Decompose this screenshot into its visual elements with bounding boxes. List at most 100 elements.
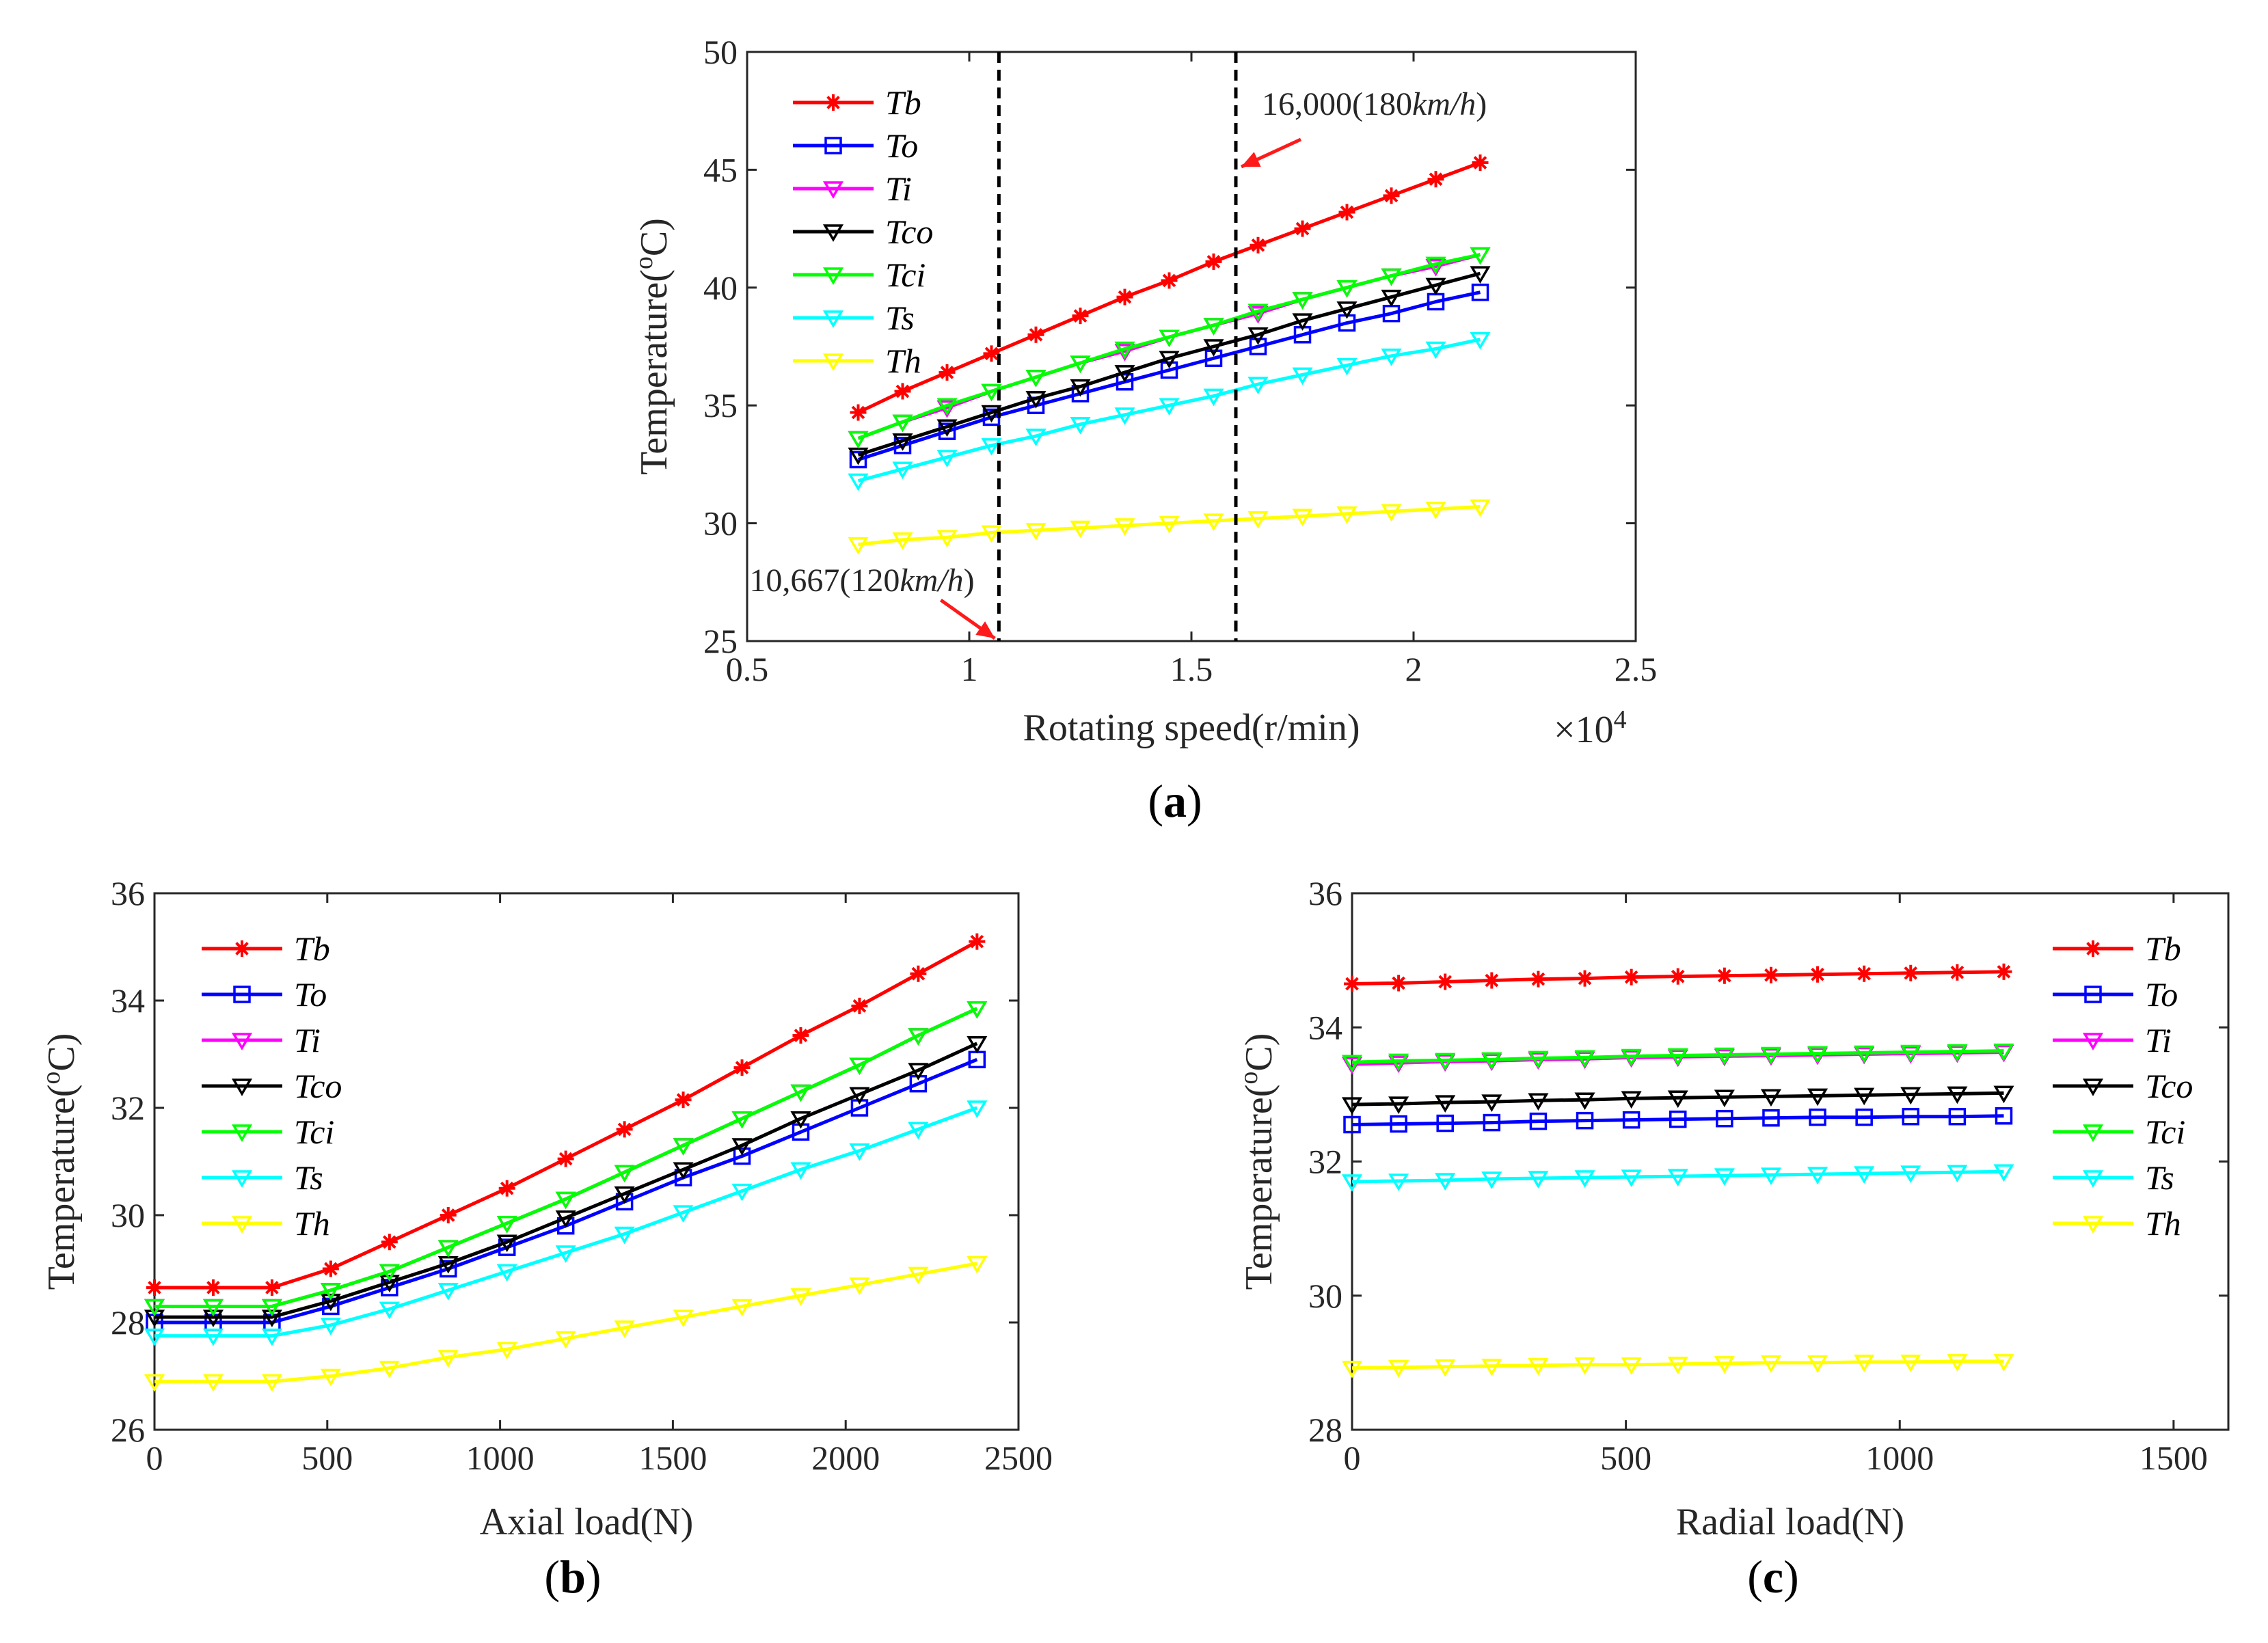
caption-part: ) <box>586 1551 602 1603</box>
data-point-Tb-stroke <box>851 405 865 420</box>
data-point-Th <box>1159 515 1180 534</box>
y-tick-label: 25 <box>703 622 738 660</box>
data-point-Tci <box>1470 247 1491 265</box>
data-point-Ts <box>437 1283 459 1301</box>
data-point-Tb-stroke <box>1251 238 1265 252</box>
x-tick-label: 1 <box>961 650 978 688</box>
data-point-Th <box>1247 511 1269 529</box>
data-point-To <box>1116 372 1134 391</box>
x-tick-label: 1500 <box>2139 1439 2208 1477</box>
data-point-Tco <box>1470 266 1491 284</box>
data-point-Tb <box>616 1121 633 1138</box>
legend-label-Th: Th <box>885 342 921 380</box>
data-point-Tb-stroke <box>1345 977 1359 991</box>
x-tick-label: 0 <box>146 1439 163 1477</box>
data-point-Ts <box>1714 1168 1735 1186</box>
x-tick-label: 2.5 <box>1615 650 1658 688</box>
data-point-Ts <box>496 1264 517 1282</box>
data-point-Tco <box>731 1138 753 1156</box>
annotation-part: (180 <box>1352 86 1412 122</box>
series-Tci <box>848 247 1491 449</box>
x-tick-label: 0 <box>1344 1439 1361 1477</box>
series-To <box>1343 1107 2013 1134</box>
data-point-Tco <box>1667 1090 1688 1109</box>
legend-label-Ts: Ts <box>885 299 915 337</box>
legend-marker-Th <box>2082 1216 2104 1234</box>
legend-marker-Th <box>822 353 844 371</box>
panel-b: 0 500 1000 1500 2000 2500 26 28 30 32 34 36 Axial lo… <box>37 874 1053 1603</box>
legend-marker-Tci <box>2082 1124 2104 1142</box>
x-tick-label: 2000 <box>811 1439 880 1477</box>
legend-item-Tb: Tb <box>202 929 330 968</box>
data-point-Tci <box>1070 355 1091 373</box>
data-point-Ts <box>1854 1166 1875 1184</box>
annotation-part: km/h <box>900 562 963 599</box>
ylabel-degree-sup: o <box>630 256 658 269</box>
data-point-Ts <box>1900 1165 1921 1184</box>
data-point-Th <box>1025 523 1047 541</box>
data-point-Tb <box>894 383 911 400</box>
data-point-Tci <box>1714 1047 1735 1065</box>
data-point-Ts <box>1203 388 1224 407</box>
legend-item-Ti: Ti <box>202 1021 321 1059</box>
legend-marker-To <box>233 986 251 1003</box>
data-point-Th <box>1667 1357 1688 1374</box>
ylabel-text: Temperature( <box>1238 1085 1280 1290</box>
data-point-To <box>1390 1115 1407 1133</box>
data-point-To <box>1483 1113 1501 1132</box>
data-point-Tco <box>1159 351 1180 369</box>
data-point-To <box>1436 1114 1454 1132</box>
data-point-Tb <box>1623 968 1640 986</box>
data-point-Tb <box>381 1234 398 1251</box>
data-point-Tb-stroke <box>1295 221 1310 236</box>
data-point-Ts <box>1292 367 1313 385</box>
legend-label-Ti: Ti <box>294 1021 321 1059</box>
series-Tb <box>146 933 986 1296</box>
data-point-Tb-stroke <box>617 1122 632 1137</box>
plot-frame <box>153 892 1020 1431</box>
data-point-Tci <box>967 1001 988 1019</box>
data-point-Ts <box>320 1318 341 1335</box>
data-point-Tco <box>981 405 1002 423</box>
data-point-Tb-stroke <box>441 1208 455 1222</box>
plot-frame <box>746 51 1637 642</box>
series-line-Th <box>858 504 1481 547</box>
legend-marker-Tco <box>822 224 844 242</box>
y-tick-label: 50 <box>703 33 738 71</box>
data-point-Ts <box>379 1301 400 1320</box>
data-point-Tb <box>1390 975 1407 992</box>
data-point-Tb-stroke <box>794 1029 808 1042</box>
data-point-Tb-stroke <box>1206 255 1221 269</box>
x-axis-label: Radial load(N) <box>1676 1501 1904 1543</box>
data-point-Tco <box>848 447 869 465</box>
data-point-Tci <box>1993 1043 2014 1061</box>
y-tick-label: 36 <box>1308 874 1342 912</box>
series-line-Tco <box>857 271 1481 457</box>
data-point-Ts <box>790 1162 811 1180</box>
data-point-Tb-stroke <box>265 1281 279 1294</box>
data-point-Tco <box>320 1293 341 1312</box>
data-point-Tb-stroke <box>1438 975 1453 989</box>
data-point-Tco <box>790 1111 811 1129</box>
data-point-Tb <box>1762 966 1779 983</box>
data-point-Tb-stroke <box>676 1093 690 1107</box>
data-point-Tb <box>1472 154 1489 172</box>
data-point-Th <box>1574 1357 1595 1375</box>
data-point-Tb-stroke <box>1764 968 1778 982</box>
data-point-Tci <box>1025 370 1047 388</box>
data-point-Tb-stroke <box>558 1152 573 1166</box>
data-point-Th <box>936 530 958 548</box>
legend-marker-Tb <box>234 940 250 957</box>
series-To <box>849 283 1489 469</box>
data-point-Tb <box>1116 288 1133 305</box>
legend-marker-Tco <box>2082 1078 2104 1096</box>
data-point-Tci <box>1947 1044 1968 1062</box>
data-point-To <box>1809 1108 1826 1126</box>
data-point-Th <box>1114 518 1135 536</box>
legend-label-Tb: Tb <box>294 929 330 968</box>
data-point-To <box>1471 283 1489 301</box>
y-tick-label: 32 <box>1308 1143 1342 1181</box>
series-Ts <box>144 1100 988 1346</box>
y-tick-label: 35 <box>703 386 738 424</box>
